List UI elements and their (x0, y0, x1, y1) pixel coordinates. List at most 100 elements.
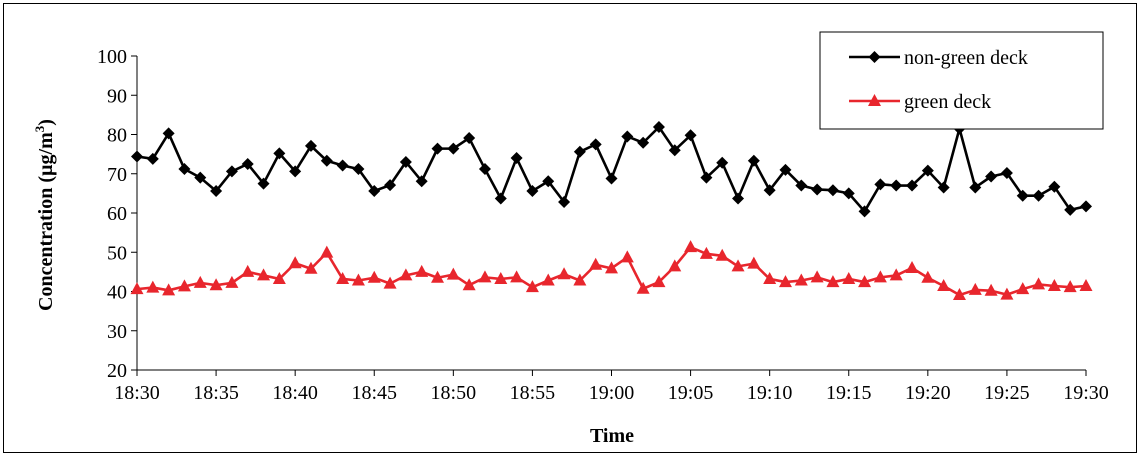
data-point-green-deck (952, 288, 966, 301)
data-point-non-green-deck (732, 192, 745, 205)
data-point-non-green-deck (969, 181, 982, 194)
data-point-non-green-deck (795, 179, 808, 192)
data-point-green-deck (351, 273, 365, 286)
data-point-green-deck (573, 273, 587, 286)
data-point-non-green-deck (478, 163, 491, 176)
y-axis: 20 30 40 50 60 70 80 90 100 (97, 46, 138, 382)
data-point-non-green-deck (558, 196, 571, 209)
data-point-green-deck (826, 275, 840, 288)
x-tick-label: 19:15 (826, 382, 872, 404)
data-point-non-green-deck (589, 138, 602, 151)
legend-triangle-marker (868, 94, 881, 106)
data-point-non-green-deck (906, 179, 919, 192)
data-point-green-deck (794, 273, 808, 286)
data-point-non-green-deck (352, 163, 365, 176)
data-point-green-deck (399, 268, 413, 281)
data-point-green-deck (905, 260, 919, 273)
data-point-non-green-deck (225, 165, 238, 178)
data-point-green-deck (272, 271, 286, 284)
data-point-green-deck (383, 276, 397, 289)
data-point-green-deck (415, 264, 429, 277)
data-point-non-green-deck (320, 154, 333, 167)
data-point-green-deck (130, 282, 144, 295)
data-point-non-green-deck (162, 127, 175, 140)
x-tick-label: 19:25 (984, 382, 1030, 404)
x-tick-label: 19:20 (905, 382, 951, 404)
x-tick-label: 19:05 (668, 382, 714, 404)
data-point-green-deck (921, 270, 935, 283)
data-point-green-deck (747, 256, 761, 269)
data-point-green-deck (193, 275, 207, 288)
data-point-non-green-deck (621, 130, 634, 143)
data-point-green-deck (858, 275, 872, 288)
data-point-green-deck (510, 270, 524, 283)
data-point-green-deck (209, 278, 223, 291)
data-point-non-green-deck (700, 171, 713, 184)
data-point-green-deck (731, 259, 745, 272)
data-point-non-green-deck (304, 139, 317, 152)
y-axis-title: Concentration (µg/m3) (32, 119, 57, 311)
data-point-non-green-deck (811, 183, 824, 196)
data-point-non-green-deck (668, 144, 681, 157)
data-point-non-green-deck (510, 152, 523, 165)
data-point-green-deck (162, 283, 176, 296)
data-point-non-green-deck (716, 156, 729, 169)
data-point-green-deck (320, 245, 334, 258)
y-tick-label: 20 (107, 360, 127, 382)
data-point-green-deck (1063, 280, 1077, 293)
data-point-green-deck (668, 259, 682, 272)
data-point-green-deck (367, 270, 381, 283)
data-point-green-deck (1032, 277, 1046, 290)
data-point-non-green-deck (131, 150, 143, 163)
y-tick-label: 40 (107, 282, 127, 304)
data-point-green-deck (873, 270, 887, 283)
x-tick-label: 18:40 (272, 382, 318, 404)
series-green-deck (130, 240, 1093, 301)
data-point-non-green-deck (257, 177, 270, 190)
data-point-non-green-deck (937, 181, 950, 194)
x-tick-label: 18:45 (351, 382, 397, 404)
data-point-non-green-deck (399, 155, 412, 168)
data-point-green-deck (525, 280, 539, 293)
data-point-non-green-deck (336, 159, 349, 172)
data-point-green-deck (684, 240, 698, 253)
data-point-green-deck (1000, 287, 1014, 300)
data-point-green-deck (225, 275, 239, 288)
y-tick-label: 70 (107, 164, 127, 186)
data-point-green-deck (810, 270, 824, 283)
x-axis-title: Time (590, 425, 634, 447)
x-tick-label: 19:30 (1063, 382, 1109, 404)
series-line-non-green-deck (136, 125, 1087, 213)
y-tick-label: 80 (107, 125, 127, 147)
data-point-non-green-deck (463, 132, 476, 145)
data-point-non-green-deck (684, 129, 697, 142)
data-point-non-green-deck (1048, 180, 1061, 193)
y-tick-label: 60 (107, 203, 127, 225)
data-point-non-green-deck (1064, 203, 1077, 216)
data-point-green-deck (842, 271, 856, 284)
data-point-non-green-deck (826, 184, 839, 197)
data-point-green-deck (589, 257, 603, 270)
data-point-green-deck (636, 281, 650, 294)
data-point-green-deck (968, 282, 982, 295)
data-point-green-deck (889, 268, 903, 281)
data-point-non-green-deck (605, 172, 618, 185)
data-point-non-green-deck (1000, 166, 1013, 179)
y-tick-label: 100 (97, 46, 127, 68)
data-point-green-deck (462, 278, 476, 291)
data-point-non-green-deck (431, 142, 444, 155)
data-point-non-green-deck (1080, 200, 1092, 213)
data-point-non-green-deck (526, 185, 539, 198)
data-point-green-deck (778, 275, 792, 288)
data-point-green-deck (146, 280, 160, 293)
data-point-green-deck (620, 250, 634, 263)
x-tick-label: 18:55 (510, 382, 556, 404)
data-point-non-green-deck (146, 152, 159, 165)
y-axis-title-sup: 3 (32, 125, 47, 132)
data-point-green-deck (652, 275, 666, 288)
data-point-non-green-deck (494, 192, 507, 205)
data-point-green-deck (304, 261, 318, 274)
data-point-non-green-deck (368, 185, 381, 198)
data-point-non-green-deck (289, 165, 302, 178)
y-axis-title-close: ) (35, 119, 57, 126)
